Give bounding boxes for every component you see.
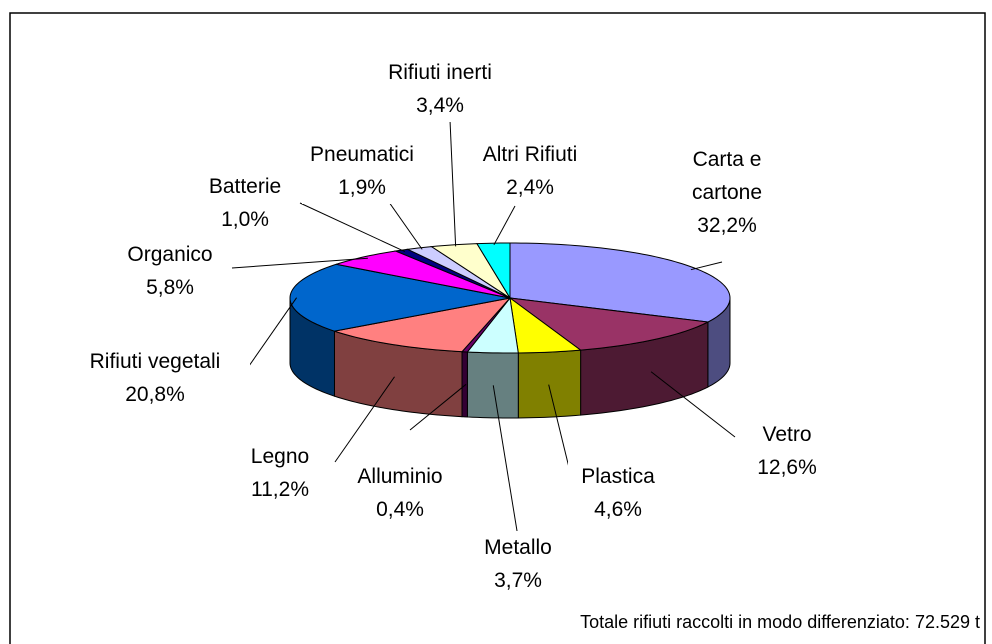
value-label: 32,2%	[697, 214, 757, 237]
data-label: Plastica 4,6%	[568, 460, 668, 526]
data-label: Rifiuti inerti 3,4%	[370, 56, 510, 122]
category-label: Organico	[127, 243, 213, 266]
data-label: Vetro 12,6%	[737, 418, 837, 484]
slice	[405, 246, 511, 299]
value-label: 3,7%	[494, 569, 542, 592]
category-label: Vetro	[762, 423, 812, 446]
category-label: Batterie	[208, 175, 282, 198]
category-label: Metallo	[484, 536, 552, 559]
value-label: 5,8%	[146, 276, 194, 299]
value-label: 4,6%	[594, 498, 642, 521]
data-label: Organico 5,8%	[115, 238, 225, 304]
slice	[466, 296, 519, 354]
slice	[289, 263, 511, 332]
data-label: Batterie 1,0%	[195, 170, 295, 236]
category-label: Altri Rifiuti	[482, 143, 578, 166]
category-label: Alluminio	[357, 465, 443, 488]
value-label: 2,4%	[506, 176, 554, 199]
value-label: 0,4%	[376, 498, 424, 521]
category-label: Rifiuti vegetali	[89, 350, 221, 373]
leader-line	[449, 119, 457, 247]
data-label: Metallo 3,7%	[468, 531, 568, 597]
slice-side	[517, 349, 582, 419]
slice	[508, 297, 710, 351]
category-label: Rifiuti inerti	[388, 61, 492, 84]
leader-line	[492, 385, 519, 538]
data-label: Pneumatici 1,9%	[302, 138, 422, 204]
value-label: 1,9%	[338, 176, 386, 199]
data-label: Altri Rifiuti 2,4%	[460, 138, 600, 204]
category-label: Plastica	[581, 465, 655, 488]
slice	[509, 296, 582, 354]
data-label: Carta e cartone 32,2%	[667, 143, 787, 242]
value-label: 12,6%	[757, 456, 817, 479]
slice	[336, 250, 511, 299]
slice	[476, 242, 511, 300]
value-label: 11,2%	[251, 478, 309, 501]
slice-side	[466, 351, 519, 419]
value-label: 20,8%	[125, 383, 185, 406]
category-label: Legno	[250, 445, 310, 468]
category-label: Pneumatici	[310, 143, 414, 166]
data-label: Rifiuti vegetali 20,8%	[60, 345, 250, 411]
leader-line	[299, 202, 406, 253]
leader-line	[241, 297, 298, 377]
slice-side	[461, 351, 468, 418]
data-label: Legno 11,2%	[230, 440, 330, 506]
category-label: Carta e cartone	[691, 148, 763, 204]
slice	[430, 243, 511, 299]
leader-line	[493, 205, 516, 246]
leader-line	[409, 383, 467, 431]
slice	[334, 297, 512, 353]
chart-border	[9, 12, 986, 644]
leader-line	[334, 376, 395, 463]
leader-line	[231, 257, 368, 269]
value-label: 1,0%	[221, 208, 269, 231]
value-label: 3,4%	[416, 94, 464, 117]
data-label: Alluminio 0,4%	[345, 460, 455, 526]
leader-line	[650, 371, 736, 438]
annotation: Totale rifiuti raccolti in modo differen…	[580, 612, 980, 632]
leader-line	[690, 261, 723, 271]
